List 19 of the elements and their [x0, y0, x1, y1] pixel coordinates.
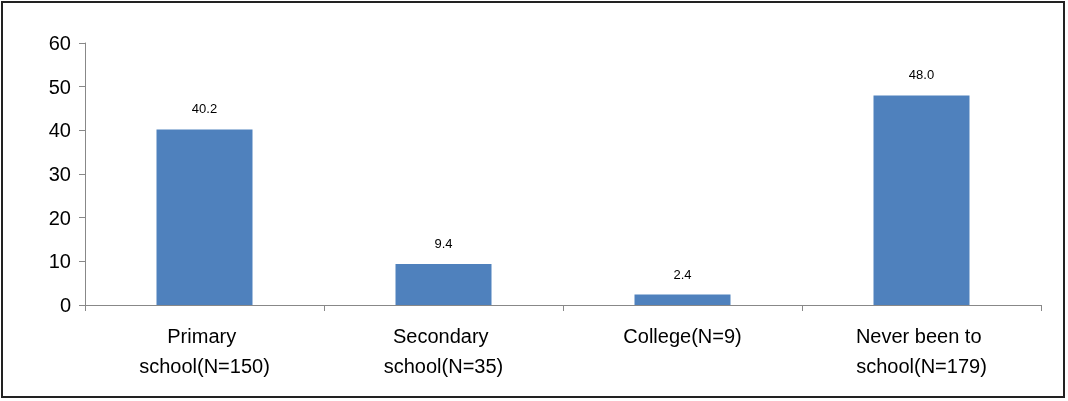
x-tick-label: Secondary school(N=35): [383, 325, 504, 377]
bar: [156, 129, 253, 305]
x-tick-label: Never been to school(N=179): [855, 325, 988, 377]
y-tick-label: 20: [48, 206, 71, 229]
bar: [395, 263, 492, 305]
data-label: 2.4: [673, 266, 692, 282]
x-tick-label: Primary school(N=150): [139, 325, 270, 377]
y-tick-label: 50: [48, 75, 71, 98]
y-tick-label: 60: [48, 32, 71, 54]
data-label: 48.0: [908, 67, 935, 83]
bar: [873, 95, 970, 305]
y-tick-label: 40: [48, 119, 71, 142]
data-label: 40.2: [191, 101, 218, 117]
y-tick-label: 30: [48, 163, 71, 185]
bar: [634, 294, 731, 305]
x-tick-label: College(N=9): [623, 325, 742, 347]
y-tick-label: 0: [59, 294, 71, 316]
y-tick-label: 10: [48, 250, 71, 273]
data-label: 9.4: [434, 235, 453, 251]
